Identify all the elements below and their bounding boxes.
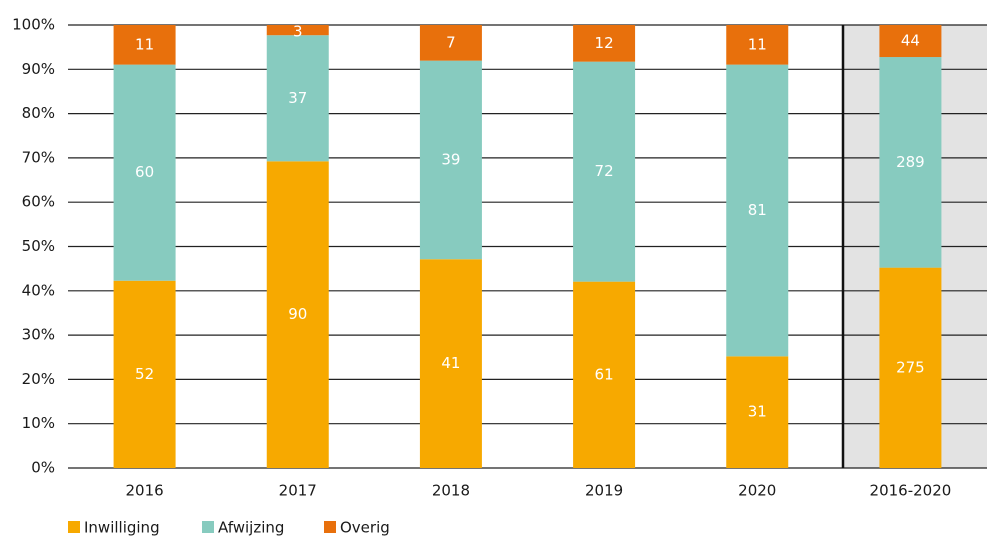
data-label: 72 (595, 162, 614, 180)
y-tick-label: 80% (22, 104, 55, 122)
bar-segment (726, 356, 789, 468)
x-tick-label: 2017 (279, 482, 317, 500)
data-label: 90 (288, 305, 307, 323)
legend-label: Inwilliging (84, 519, 160, 537)
bar-segment (419, 60, 482, 260)
data-label: 39 (441, 150, 460, 168)
bar-segment (879, 57, 942, 268)
bar-segment (573, 61, 636, 282)
legend-swatch (68, 521, 80, 533)
data-label: 60 (135, 163, 154, 181)
y-tick-label: 30% (22, 326, 55, 344)
data-label: 11 (135, 35, 154, 53)
bar-segment (726, 64, 789, 357)
data-label: 41 (441, 354, 460, 372)
legend-label: Overig (340, 519, 390, 537)
bar-segment (573, 281, 636, 468)
legend-swatch (202, 521, 214, 533)
data-label: 81 (748, 201, 767, 219)
bar-segment (573, 25, 636, 62)
bar-segment (266, 25, 329, 36)
y-tick-label: 90% (22, 60, 55, 78)
bar-segment (419, 25, 482, 61)
y-tick-label: 10% (22, 414, 55, 432)
y-tick-label: 100% (12, 16, 55, 34)
bar-segment (266, 35, 329, 162)
data-label: 289 (896, 153, 925, 171)
data-label: 7 (446, 33, 456, 51)
data-label: 61 (595, 365, 614, 383)
bar-segment (726, 25, 789, 65)
data-label: 275 (896, 358, 925, 376)
y-tick-label: 60% (22, 193, 55, 211)
y-tick-label: 40% (22, 281, 55, 299)
legend-swatch (324, 521, 336, 533)
data-label: 31 (748, 403, 767, 421)
y-tick-label: 70% (22, 148, 55, 166)
data-label: 3 (293, 23, 303, 41)
bar-segment (879, 25, 942, 58)
x-tick-label: 2016-2020 (870, 482, 952, 500)
legend-label: Afwijzing (218, 519, 284, 537)
x-tick-label: 2020 (738, 482, 776, 500)
data-label: 11 (748, 35, 767, 53)
x-tick-label: 2016 (125, 482, 163, 500)
bar-segment (113, 64, 176, 281)
data-label: 12 (595, 34, 614, 52)
y-tick-label: 50% (22, 237, 55, 255)
bar-segment (879, 267, 942, 468)
data-label: 37 (288, 89, 307, 107)
bar-segment (113, 280, 176, 468)
y-tick-label: 20% (22, 370, 55, 388)
x-tick-label: 2018 (432, 482, 470, 500)
y-tick-label: 0% (31, 459, 55, 477)
x-tick-label: 2019 (585, 482, 623, 500)
bar-segment (266, 161, 329, 469)
data-label: 44 (901, 32, 920, 50)
bar-segment (419, 259, 482, 468)
bar-segment (113, 25, 176, 65)
data-label: 52 (135, 365, 154, 383)
